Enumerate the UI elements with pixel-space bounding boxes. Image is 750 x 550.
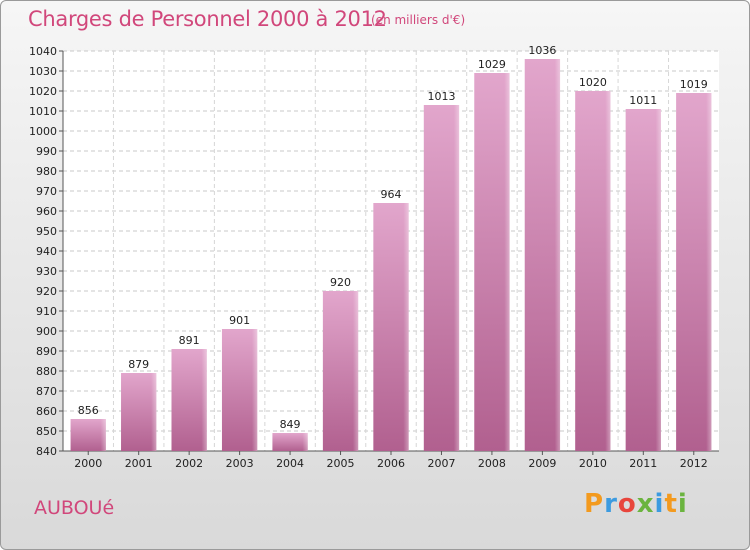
bar-highlight: [676, 93, 712, 451]
bar-value-label: 964: [381, 188, 402, 201]
x-tick-label: 2006: [377, 457, 405, 470]
y-tick-label: 920: [36, 285, 57, 298]
bar-2011: [625, 109, 661, 451]
y-tick-label: 970: [36, 185, 57, 198]
bar-2012: [676, 93, 712, 451]
bar-2005: [322, 291, 359, 451]
bar-2000: [70, 419, 106, 451]
y-tick-label: 850: [36, 425, 57, 438]
bar-2007: [423, 105, 460, 451]
bar-highlight: [171, 349, 207, 451]
y-tick-label: 1010: [29, 105, 57, 118]
y-tick-label: 940: [36, 245, 57, 258]
y-tick-label: 1000: [29, 125, 57, 138]
bar-value-label: 879: [128, 358, 149, 371]
y-tick-label: 840: [36, 445, 57, 458]
bar-value-label: 1011: [629, 94, 657, 107]
bar-2003: [221, 329, 258, 451]
bar-highlight: [322, 291, 359, 451]
chart-subtitle: (en milliers d'€): [371, 13, 466, 27]
bar-2001: [121, 373, 157, 451]
bar-highlight: [373, 203, 409, 451]
bar-value-label: 849: [280, 418, 301, 431]
x-tick-label: 2005: [327, 457, 355, 470]
bar-value-label: 1036: [528, 44, 556, 57]
x-tick-label: 2001: [125, 457, 153, 470]
x-tick-label: 2007: [427, 457, 455, 470]
x-tick-label: 2000: [74, 457, 102, 470]
bar-highlight: [70, 419, 106, 451]
y-tick-label: 980: [36, 165, 57, 178]
bar-highlight: [423, 105, 460, 451]
x-tick-label: 2004: [276, 457, 304, 470]
proxiti-logo: Proxiti: [584, 489, 688, 519]
bar-2006: [373, 203, 409, 451]
bar-2002: [171, 349, 207, 451]
municipality-name: AUBOUé: [34, 497, 115, 519]
bar-2004: [272, 433, 308, 451]
y-tick-label: 1030: [29, 65, 57, 78]
bar-value-label: 1029: [478, 58, 506, 71]
x-tick-label: 2012: [680, 457, 708, 470]
y-tick-label: 870: [36, 385, 57, 398]
x-tick-label: 2011: [629, 457, 657, 470]
y-tick-label: 960: [36, 205, 57, 218]
bar-value-label: 920: [330, 276, 351, 289]
x-tick-label: 2003: [226, 457, 254, 470]
bar-2010: [575, 91, 611, 451]
bar-highlight: [221, 329, 258, 451]
bar-value-label: 901: [229, 314, 250, 327]
bar-highlight: [625, 109, 661, 451]
y-tick-label: 990: [36, 145, 57, 158]
bar-value-label: 1020: [579, 76, 607, 89]
bar-highlight: [121, 373, 157, 451]
y-tick-label: 930: [36, 265, 57, 278]
y-tick-label: 900: [36, 325, 57, 338]
x-tick-label: 2008: [478, 457, 506, 470]
bar-value-label: 1019: [680, 78, 708, 91]
y-tick-label: 950: [36, 225, 57, 238]
chart-title: Charges de Personnel 2000 à 2012: [28, 7, 387, 31]
y-tick-label: 910: [36, 305, 57, 318]
y-tick-label: 1020: [29, 85, 57, 98]
bar-value-label: 856: [78, 404, 99, 417]
bar-2008: [474, 73, 510, 451]
bar-value-label: 1013: [427, 90, 455, 103]
bar-highlight: [575, 91, 611, 451]
bar-value-label: 891: [179, 334, 200, 347]
y-tick-label: 860: [36, 405, 57, 418]
x-tick-label: 2002: [175, 457, 203, 470]
x-tick-label: 2009: [528, 457, 556, 470]
y-tick-label: 1040: [29, 45, 57, 58]
bar-highlight: [524, 59, 561, 451]
y-tick-label: 890: [36, 345, 57, 358]
y-tick-label: 880: [36, 365, 57, 378]
x-tick-label: 2010: [579, 457, 607, 470]
bar-highlight: [474, 73, 510, 451]
bar-2009: [524, 59, 561, 451]
bar-highlight: [272, 433, 308, 451]
